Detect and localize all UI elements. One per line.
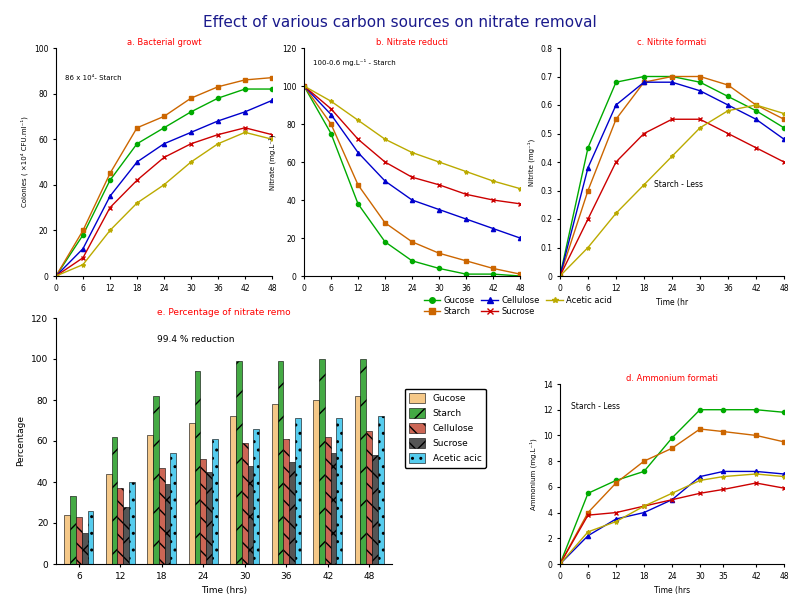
- Bar: [230, 416, 236, 564]
- Bar: [70, 496, 76, 564]
- Bar: [278, 361, 283, 564]
- Bar: [313, 400, 319, 564]
- Bar: [295, 418, 301, 564]
- Bar: [111, 437, 118, 564]
- Bar: [170, 454, 176, 564]
- Bar: [194, 371, 200, 564]
- Bar: [361, 359, 366, 564]
- Title: b. Nitrate reducti: b. Nitrate reducti: [376, 38, 448, 47]
- Bar: [200, 460, 206, 564]
- Legend: Gucose, Starch, Cellulose, Sucrose, Acetic acid: Gucose, Starch, Cellulose, Sucrose, Acet…: [420, 292, 616, 319]
- Title: a. Bacterial growt: a. Bacterial growt: [126, 38, 202, 47]
- Bar: [76, 517, 82, 564]
- X-axis label: Time (hrs: Time (hrs: [654, 586, 690, 595]
- Text: Effect of various carbon sources on nitrate removal: Effect of various carbon sources on nitr…: [203, 15, 597, 30]
- Bar: [378, 416, 384, 564]
- Bar: [64, 515, 70, 564]
- Bar: [254, 428, 259, 564]
- Y-axis label: Ammonium (mg.L⁻¹): Ammonium (mg.L⁻¹): [530, 438, 537, 510]
- Legend: Gucose, Starch, Cellulose, Sucrose, Acetic acic: Gucose, Starch, Cellulose, Sucrose, Acet…: [405, 389, 486, 468]
- Bar: [272, 404, 278, 564]
- Bar: [82, 533, 87, 564]
- Title: d. Ammonium formati: d. Ammonium formati: [626, 374, 718, 383]
- Text: 86 x 10⁴- Starch: 86 x 10⁴- Starch: [65, 76, 122, 82]
- Bar: [372, 455, 378, 564]
- Bar: [147, 435, 153, 564]
- Bar: [289, 461, 295, 564]
- Bar: [153, 396, 159, 564]
- Bar: [330, 454, 337, 564]
- Bar: [366, 431, 372, 564]
- Bar: [319, 359, 325, 564]
- X-axis label: Time (hr: Time (hr: [656, 298, 688, 307]
- Bar: [212, 439, 218, 564]
- Bar: [242, 443, 248, 564]
- Y-axis label: Nitrite (mg⁻¹): Nitrite (mg⁻¹): [527, 139, 534, 185]
- Bar: [283, 439, 289, 564]
- Bar: [248, 466, 254, 564]
- Bar: [236, 361, 242, 564]
- Text: Starch - Less: Starch - Less: [654, 180, 703, 189]
- Title: e. Percentage of nitrate remo: e. Percentage of nitrate remo: [157, 308, 291, 317]
- Bar: [337, 418, 342, 564]
- X-axis label: Time (hrs): Time (hrs): [201, 586, 247, 595]
- Bar: [118, 488, 123, 564]
- Bar: [106, 474, 111, 564]
- Y-axis label: Nitrate (mg.L⁻¹): Nitrate (mg.L⁻¹): [269, 134, 276, 190]
- Text: 99.4 % reduction: 99.4 % reduction: [157, 335, 234, 344]
- Bar: [325, 437, 330, 564]
- Bar: [165, 484, 170, 564]
- Bar: [87, 511, 94, 564]
- Bar: [189, 422, 194, 564]
- Bar: [129, 482, 135, 564]
- Text: 100-0.6 mg.L⁻¹ - Starch: 100-0.6 mg.L⁻¹ - Starch: [313, 59, 395, 67]
- Y-axis label: Colonies ( ×10⁴ CFU.ml⁻¹): Colonies ( ×10⁴ CFU.ml⁻¹): [21, 116, 28, 208]
- Title: c. Nitrite formati: c. Nitrite formati: [638, 38, 706, 47]
- Bar: [206, 472, 212, 564]
- Bar: [159, 467, 165, 564]
- Bar: [354, 396, 361, 564]
- Bar: [123, 506, 129, 564]
- Text: Starch - Less: Starch - Less: [571, 402, 620, 411]
- Y-axis label: Percentage: Percentage: [17, 415, 26, 467]
